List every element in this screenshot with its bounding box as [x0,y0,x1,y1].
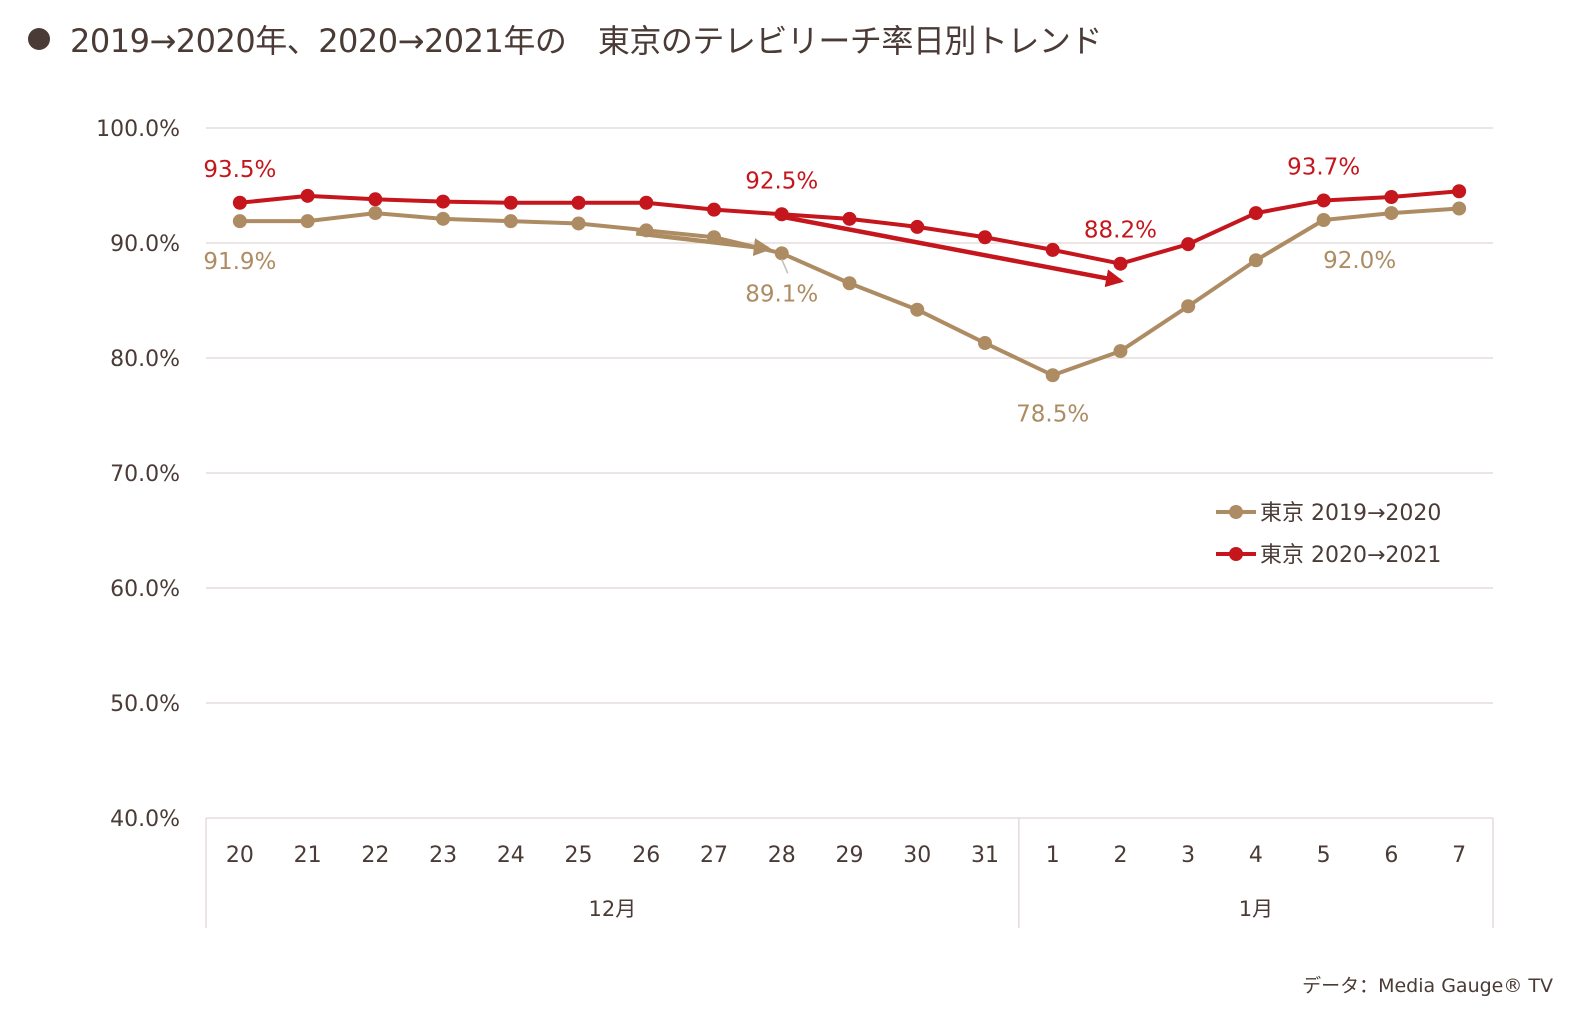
x-tick-label: 3 [1181,843,1195,868]
data-point [977,230,992,245]
chart-title-text: 2019→2020年、2020→2021年の 東京のテレビリーチ率日別トレンド [70,22,1102,60]
data-point [1248,253,1263,268]
legend-item[interactable]: 東京 2019→2020 [1216,501,1441,526]
data-label: 92.0% [1323,248,1396,274]
x-group-label: 12月 [589,897,637,921]
x-tick-label: 23 [429,843,457,868]
series-lines [232,184,1467,383]
data-point [842,211,857,226]
y-axis: 40.0% 50.0% 60.0% 70.0% 80.0% 90.0% 100.0% [96,117,180,832]
data-point [910,302,925,317]
data-point [1181,237,1196,252]
data-point [436,194,451,209]
data-label: 91.9% [203,249,276,275]
y-tick-label: 40.0% [110,807,180,832]
data-point [571,216,586,231]
x-tick-label: 30 [903,843,931,868]
x-tick-label: 26 [632,843,660,868]
x-tick-label: 25 [565,843,593,868]
grid-lines [206,127,1493,704]
data-point [571,195,586,210]
series-line-0 [239,206,1460,378]
y-tick-label: 90.0% [110,232,180,257]
legend[interactable]: 東京 2019→2020 東京 2020→2021 [1216,501,1441,568]
data-label: 89.1% [745,281,818,307]
data-label-leader [781,259,789,274]
x-tick-label: 1 [1046,843,1060,868]
data-point [503,214,518,229]
data-label: 88.2% [1084,218,1157,244]
data-point [1316,193,1331,208]
data-source-note: データ：Media Gauge® TV [1302,975,1553,997]
data-point [1452,184,1467,199]
data-point [1384,190,1399,204]
legend-swatch-marker [1229,505,1243,519]
chart-title: 2019→2020年、2020→2021年の 東京のテレビリーチ率日別トレンド [28,14,1102,64]
data-point [639,195,654,210]
data-label: 92.5% [745,168,818,194]
data-point [1045,368,1060,383]
data-point [1248,206,1263,221]
data-label: 93.5% [203,157,276,183]
x-tick-label: 22 [361,843,389,868]
data-point [232,214,247,229]
legend-label: 東京 2019→2020 [1260,501,1441,526]
y-tick-label: 60.0% [110,577,180,602]
data-label: 93.7% [1287,154,1360,180]
y-tick-label: 50.0% [110,692,180,717]
x-tick-label: 2 [1113,843,1127,868]
legend-swatch-marker [1229,547,1243,561]
title-bullet-icon [28,28,50,50]
x-tick-label: 28 [768,843,796,868]
data-point [774,246,789,261]
data-point [1316,213,1331,227]
data-point [368,192,383,207]
data-point [1181,299,1196,314]
data-point [1452,201,1467,216]
x-tick-label: 7 [1452,843,1466,868]
y-tick-label: 100.0% [96,117,180,142]
data-point [707,230,722,245]
data-point [300,214,315,229]
data-point [1113,256,1128,271]
trend-arrow-2020 [774,213,1124,288]
x-tick-label: 24 [497,843,525,868]
data-point [232,195,247,210]
data-point [503,195,518,210]
x-tick-label: 20 [226,843,254,868]
x-tick-label: 29 [836,843,864,868]
data-point [1113,344,1128,359]
data-point [707,202,722,217]
x-tick-label: 4 [1249,843,1263,868]
y-tick-label: 80.0% [110,347,180,372]
data-point [1045,242,1060,257]
x-tick-label: 27 [700,843,728,868]
data-point [1384,206,1399,221]
x-tick-label: 5 [1317,843,1331,868]
x-group-label: 1月 [1239,897,1273,921]
data-point [639,223,654,238]
x-tick-label: 31 [971,843,999,868]
x-tick-label: 21 [294,843,322,868]
data-label: 78.5% [1016,401,1089,427]
data-point [368,206,383,221]
data-point [774,207,789,222]
data-point [436,211,451,226]
x-tick-label: 6 [1384,843,1398,868]
data-point [300,188,315,203]
data-point [910,219,925,234]
data-point [977,336,992,351]
data-point [842,276,857,291]
y-tick-label: 70.0% [110,462,180,487]
data-labels: 91.9% 89.1% 78.5% 92.0% 93.5% 92.5% 88.2% 93.7% [203,154,1396,427]
legend-label: 東京 2020→2021 [1260,543,1441,568]
legend-item[interactable]: 東京 2020→2021 [1216,543,1441,568]
